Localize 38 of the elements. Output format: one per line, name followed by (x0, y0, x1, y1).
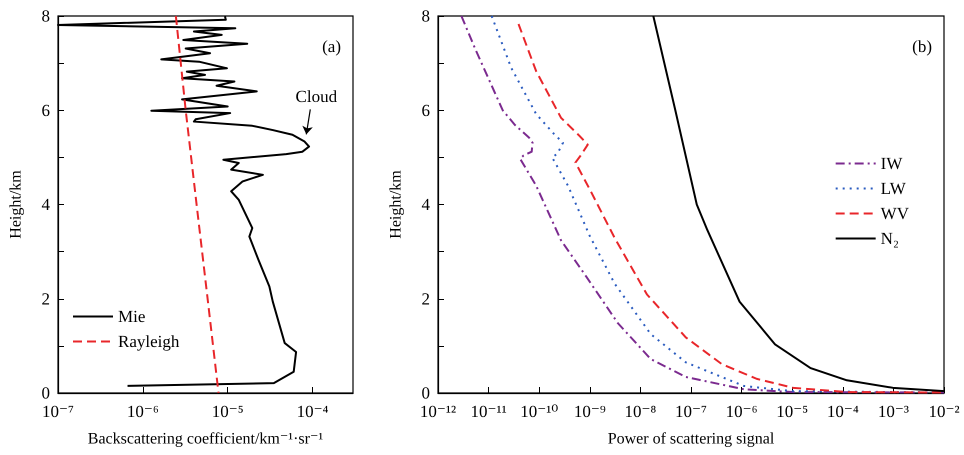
y-tick-label: 8 (42, 6, 50, 26)
y-tick-label: 2 (422, 289, 430, 308)
y-tick-label: 6 (422, 100, 430, 120)
x-tick-label: 10⁻¹¹ (470, 402, 507, 421)
y-tick-label: 8 (422, 6, 430, 26)
x-tick-label: 10⁻⁶ (726, 402, 758, 421)
y-axis-title: Height/km (8, 170, 24, 239)
x-tick-label: 10⁻⁷ (42, 402, 74, 421)
x-tick-label: 10⁻⁴ (826, 402, 859, 421)
x-tick-label: 10⁻⁷ (675, 402, 708, 421)
x-tick-label: 10⁻² (928, 402, 960, 421)
y-axis-title: Height/km (388, 170, 404, 239)
y-tick-label: 2 (42, 289, 50, 308)
x-tick-label: 10⁻⁸ (624, 402, 656, 421)
annotation: Cloud (296, 86, 338, 106)
y-tick-label: 4 (422, 195, 430, 214)
x-tick-label: 10⁻⁵ (776, 402, 808, 421)
annotation: (a) (322, 37, 342, 56)
x-tick-label: 10⁻⁹ (574, 402, 606, 421)
x-axis-title: Backscattering coefficient/km⁻¹·sr⁻¹ (88, 430, 324, 448)
x-tick-label: 10⁻⁴ (296, 402, 329, 421)
x-tick-label: 10⁻⁵ (212, 402, 244, 421)
y-tick-label: 0 (42, 384, 50, 402)
legend-label: IW (880, 154, 904, 173)
legend-label: N₂ (880, 229, 899, 248)
legend-label: Rayleigh (118, 332, 180, 351)
x-tick-label: 10⁻³ (878, 402, 909, 421)
y-tick-label: 0 (422, 384, 430, 402)
legend-label: LW (880, 179, 907, 198)
legend-label: Mie (118, 307, 146, 326)
annotation: (b) (912, 37, 932, 56)
x-tick-label: 10⁻⁶ (126, 402, 159, 421)
y-tick-label: 6 (42, 100, 50, 120)
x-axis-title: Power of scattering signal (608, 430, 775, 448)
y-tick-label: 4 (42, 195, 50, 214)
x-tick-label: 10⁻¹⁰ (520, 402, 558, 421)
legend-label: WV (880, 204, 910, 223)
x-tick-label: 10⁻¹² (420, 402, 456, 421)
